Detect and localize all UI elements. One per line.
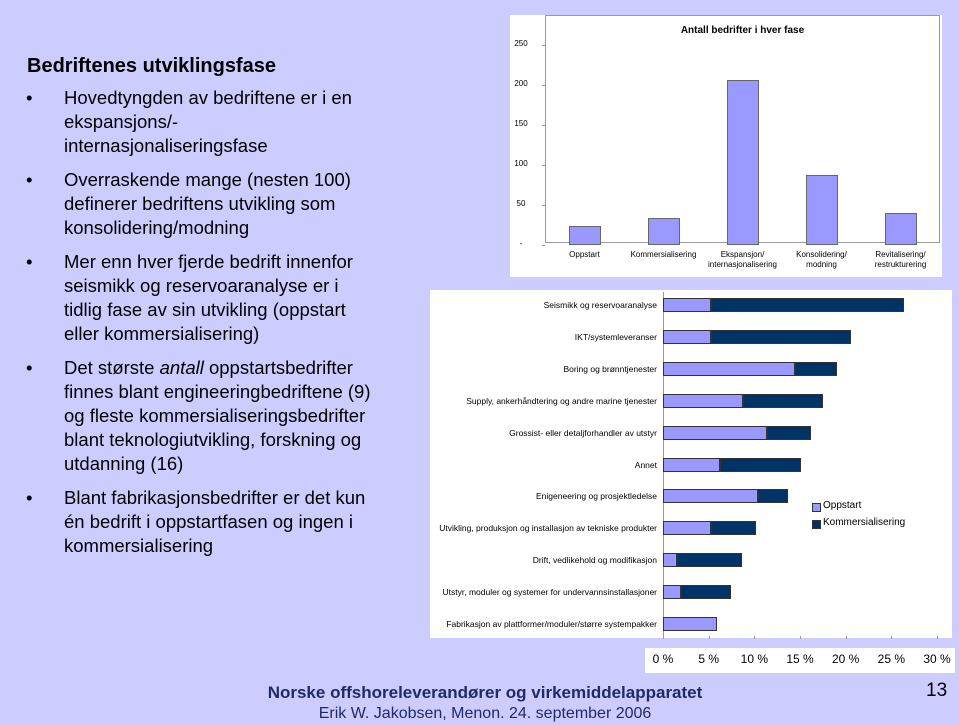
y-tick-label: 100 bbox=[514, 159, 528, 168]
tick-mark bbox=[845, 636, 847, 639]
bar-segment bbox=[663, 489, 758, 504]
x-tick-label: Revitalisering/ restrukturering bbox=[874, 250, 927, 269]
legend-swatch bbox=[812, 520, 821, 529]
x-tick-label: 15 % bbox=[786, 652, 814, 666]
y-tick-label: Drift, vedlikehold og modifikasjon bbox=[532, 555, 657, 566]
bar bbox=[568, 225, 601, 245]
x-tick-label: Oppstart bbox=[569, 250, 600, 259]
tick-mark bbox=[937, 636, 938, 639]
tick-mark bbox=[542, 125, 545, 126]
footer: Norske offshoreleverandører og virkemidd… bbox=[267, 683, 703, 702]
bar-segment bbox=[663, 521, 712, 536]
y-tick-label: 200 bbox=[514, 79, 528, 88]
tick-mark bbox=[891, 636, 893, 639]
bar-segment bbox=[663, 425, 768, 440]
bullet-text: oppstartsbedrifter finnes blant engineer… bbox=[64, 357, 371, 474]
bar-segment bbox=[663, 329, 712, 344]
y-tick-label: Grossist- eller detaljforhandler av utst… bbox=[509, 427, 657, 438]
tick-mark bbox=[542, 165, 545, 166]
tick-mark bbox=[542, 85, 545, 86]
x-tick-label: 30 % bbox=[923, 652, 951, 666]
y-tick-label: Utstyr, moduler og systemer for undervan… bbox=[442, 587, 657, 598]
tick-mark bbox=[754, 636, 756, 639]
y-tick-label: Seismikk og reservoaranalyse bbox=[543, 300, 657, 310]
slide-title: Bedriftenes utviklingsfase bbox=[27, 55, 276, 77]
x-tick-label: 25 % bbox=[877, 652, 905, 666]
y-tick-label: Annet bbox=[634, 459, 657, 470]
y-tick-label: 50 bbox=[516, 199, 526, 208]
bar-segment bbox=[711, 298, 905, 312]
bullet-text: antall bbox=[159, 357, 204, 378]
tick-mark bbox=[542, 205, 545, 206]
y-tick-label: Fabrikasjon av plattformer/moduler/størr… bbox=[446, 619, 657, 629]
bullet-text: Hovedtyngden av bedriftene er i en ekspa… bbox=[64, 87, 352, 156]
bar bbox=[884, 213, 917, 245]
bar-segment bbox=[711, 521, 757, 536]
y-tick-label: Supply, ankerhåndtering og andre marine … bbox=[466, 395, 657, 406]
bar-segment bbox=[681, 585, 732, 600]
bullet: Overraskende mange (nesten 100) definere… bbox=[24, 168, 374, 240]
bar bbox=[726, 80, 759, 245]
x-tick-label: Ekspansjon/ internasjonalisering bbox=[708, 250, 777, 269]
bar-segment bbox=[711, 329, 852, 344]
bar-segment bbox=[663, 553, 677, 568]
axis-panel bbox=[645, 648, 955, 673]
legend-label: Oppstart bbox=[823, 500, 862, 511]
y-tick-label: 250 bbox=[514, 39, 528, 48]
x-tick-label: 20 % bbox=[831, 652, 860, 666]
bullet-text: Blant fabrikasjonsbedrifter er det kun é… bbox=[64, 487, 366, 556]
chart-title: Antall bedrifter i hver fase bbox=[680, 25, 805, 36]
bullet: Det største antall oppstartsbedrifter fi… bbox=[24, 356, 374, 476]
bar-segment bbox=[663, 393, 744, 408]
bar-segment bbox=[767, 425, 811, 440]
x-tick-label: 5 % bbox=[698, 652, 719, 666]
bar-segment bbox=[719, 457, 801, 472]
tick-mark bbox=[663, 636, 664, 639]
bar bbox=[647, 217, 680, 245]
page-number: 13 bbox=[926, 680, 948, 701]
bar-segment bbox=[795, 361, 838, 376]
author: Erik W. Jakobsen, Menon. 24. september 2… bbox=[318, 705, 652, 722]
x-tick-label: 0 % bbox=[652, 652, 674, 666]
bar-segment bbox=[676, 553, 743, 568]
tick-mark bbox=[542, 245, 545, 246]
bar-segment bbox=[757, 489, 789, 504]
bullet: Hovedtyngden av bedriftene er i en ekspa… bbox=[24, 86, 374, 158]
tick-mark bbox=[708, 636, 710, 639]
bar-segment bbox=[743, 393, 823, 408]
tick-mark bbox=[542, 45, 545, 46]
legend-swatch bbox=[812, 503, 821, 512]
y-tick-label: IKT/systemleveranser bbox=[574, 331, 657, 342]
bullet-text: Mer enn hver fjerde bedrift innenfor sei… bbox=[64, 251, 353, 344]
legend-label: Kommersialisering bbox=[823, 517, 906, 528]
bullet: Blant fabrikasjonsbedrifter er det kun é… bbox=[24, 486, 374, 558]
y-tick-label: Boring og brønntjenester bbox=[563, 363, 657, 374]
x-tick-label: Kommersialisering bbox=[630, 250, 697, 259]
bar-segment bbox=[663, 585, 682, 600]
y-tick-label: - bbox=[519, 239, 523, 248]
bullet-text: Overraskende mange (nesten 100) definere… bbox=[64, 169, 351, 238]
bar bbox=[805, 174, 838, 245]
y-tick-label: 150 bbox=[514, 119, 528, 128]
bar-segment bbox=[663, 617, 717, 631]
bar-segment bbox=[663, 298, 712, 312]
bullet-list: Hovedtyngden av bedriftene er i en ekspa… bbox=[24, 86, 374, 568]
bar-segment bbox=[663, 457, 720, 472]
x-tick-label: 10 % bbox=[740, 652, 768, 666]
x-tick-label: Konsolidering/ modning bbox=[796, 250, 847, 269]
bullet: Mer enn hver fjerde bedrift innenfor sei… bbox=[24, 250, 374, 346]
y-tick-label: Enigeneering og prosjektledelse bbox=[536, 491, 657, 502]
bar-segment bbox=[663, 361, 796, 376]
y-tick-label: Utvikling, produksjon og installasjon av… bbox=[439, 523, 657, 534]
bullet-text: Det største bbox=[64, 357, 160, 378]
tick-mark bbox=[800, 636, 801, 639]
